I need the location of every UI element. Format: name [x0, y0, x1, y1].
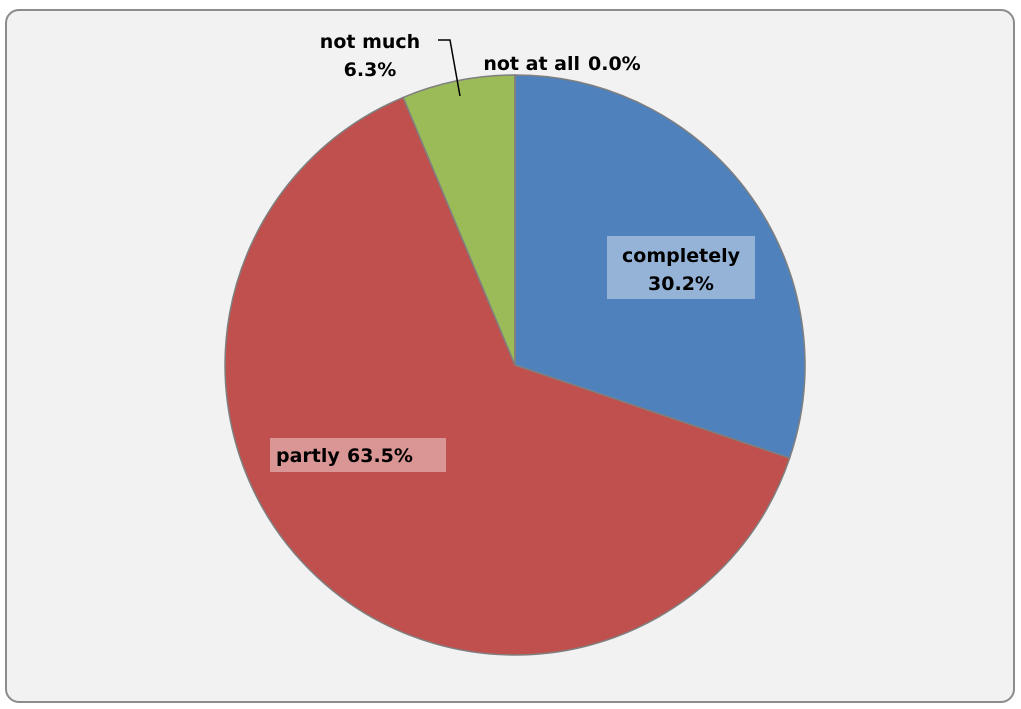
slice-value-not-at-all: 0.0%	[588, 53, 641, 75]
slice-value-not-much: 6.3%	[344, 59, 397, 81]
slice-value-completely: 30.2%	[648, 273, 714, 295]
pie-slice-partly	[224, 96, 791, 656]
pie-labels: completely 30.2% partly 63.5% not much 6…	[270, 31, 755, 472]
slice-value-partly: 63.5%	[347, 445, 413, 467]
slice-label-bg-partly	[270, 438, 446, 472]
leader-line-not-much	[438, 39, 461, 97]
slice-label-not-much: not much	[320, 31, 420, 53]
slice-label-bg-completely	[607, 236, 755, 299]
slice-label-completely: completely	[622, 245, 741, 267]
slice-label-not-at-all: not at all	[483, 53, 580, 75]
slice-label-partly: partly	[276, 445, 340, 467]
pie-slices	[224, 74, 806, 656]
